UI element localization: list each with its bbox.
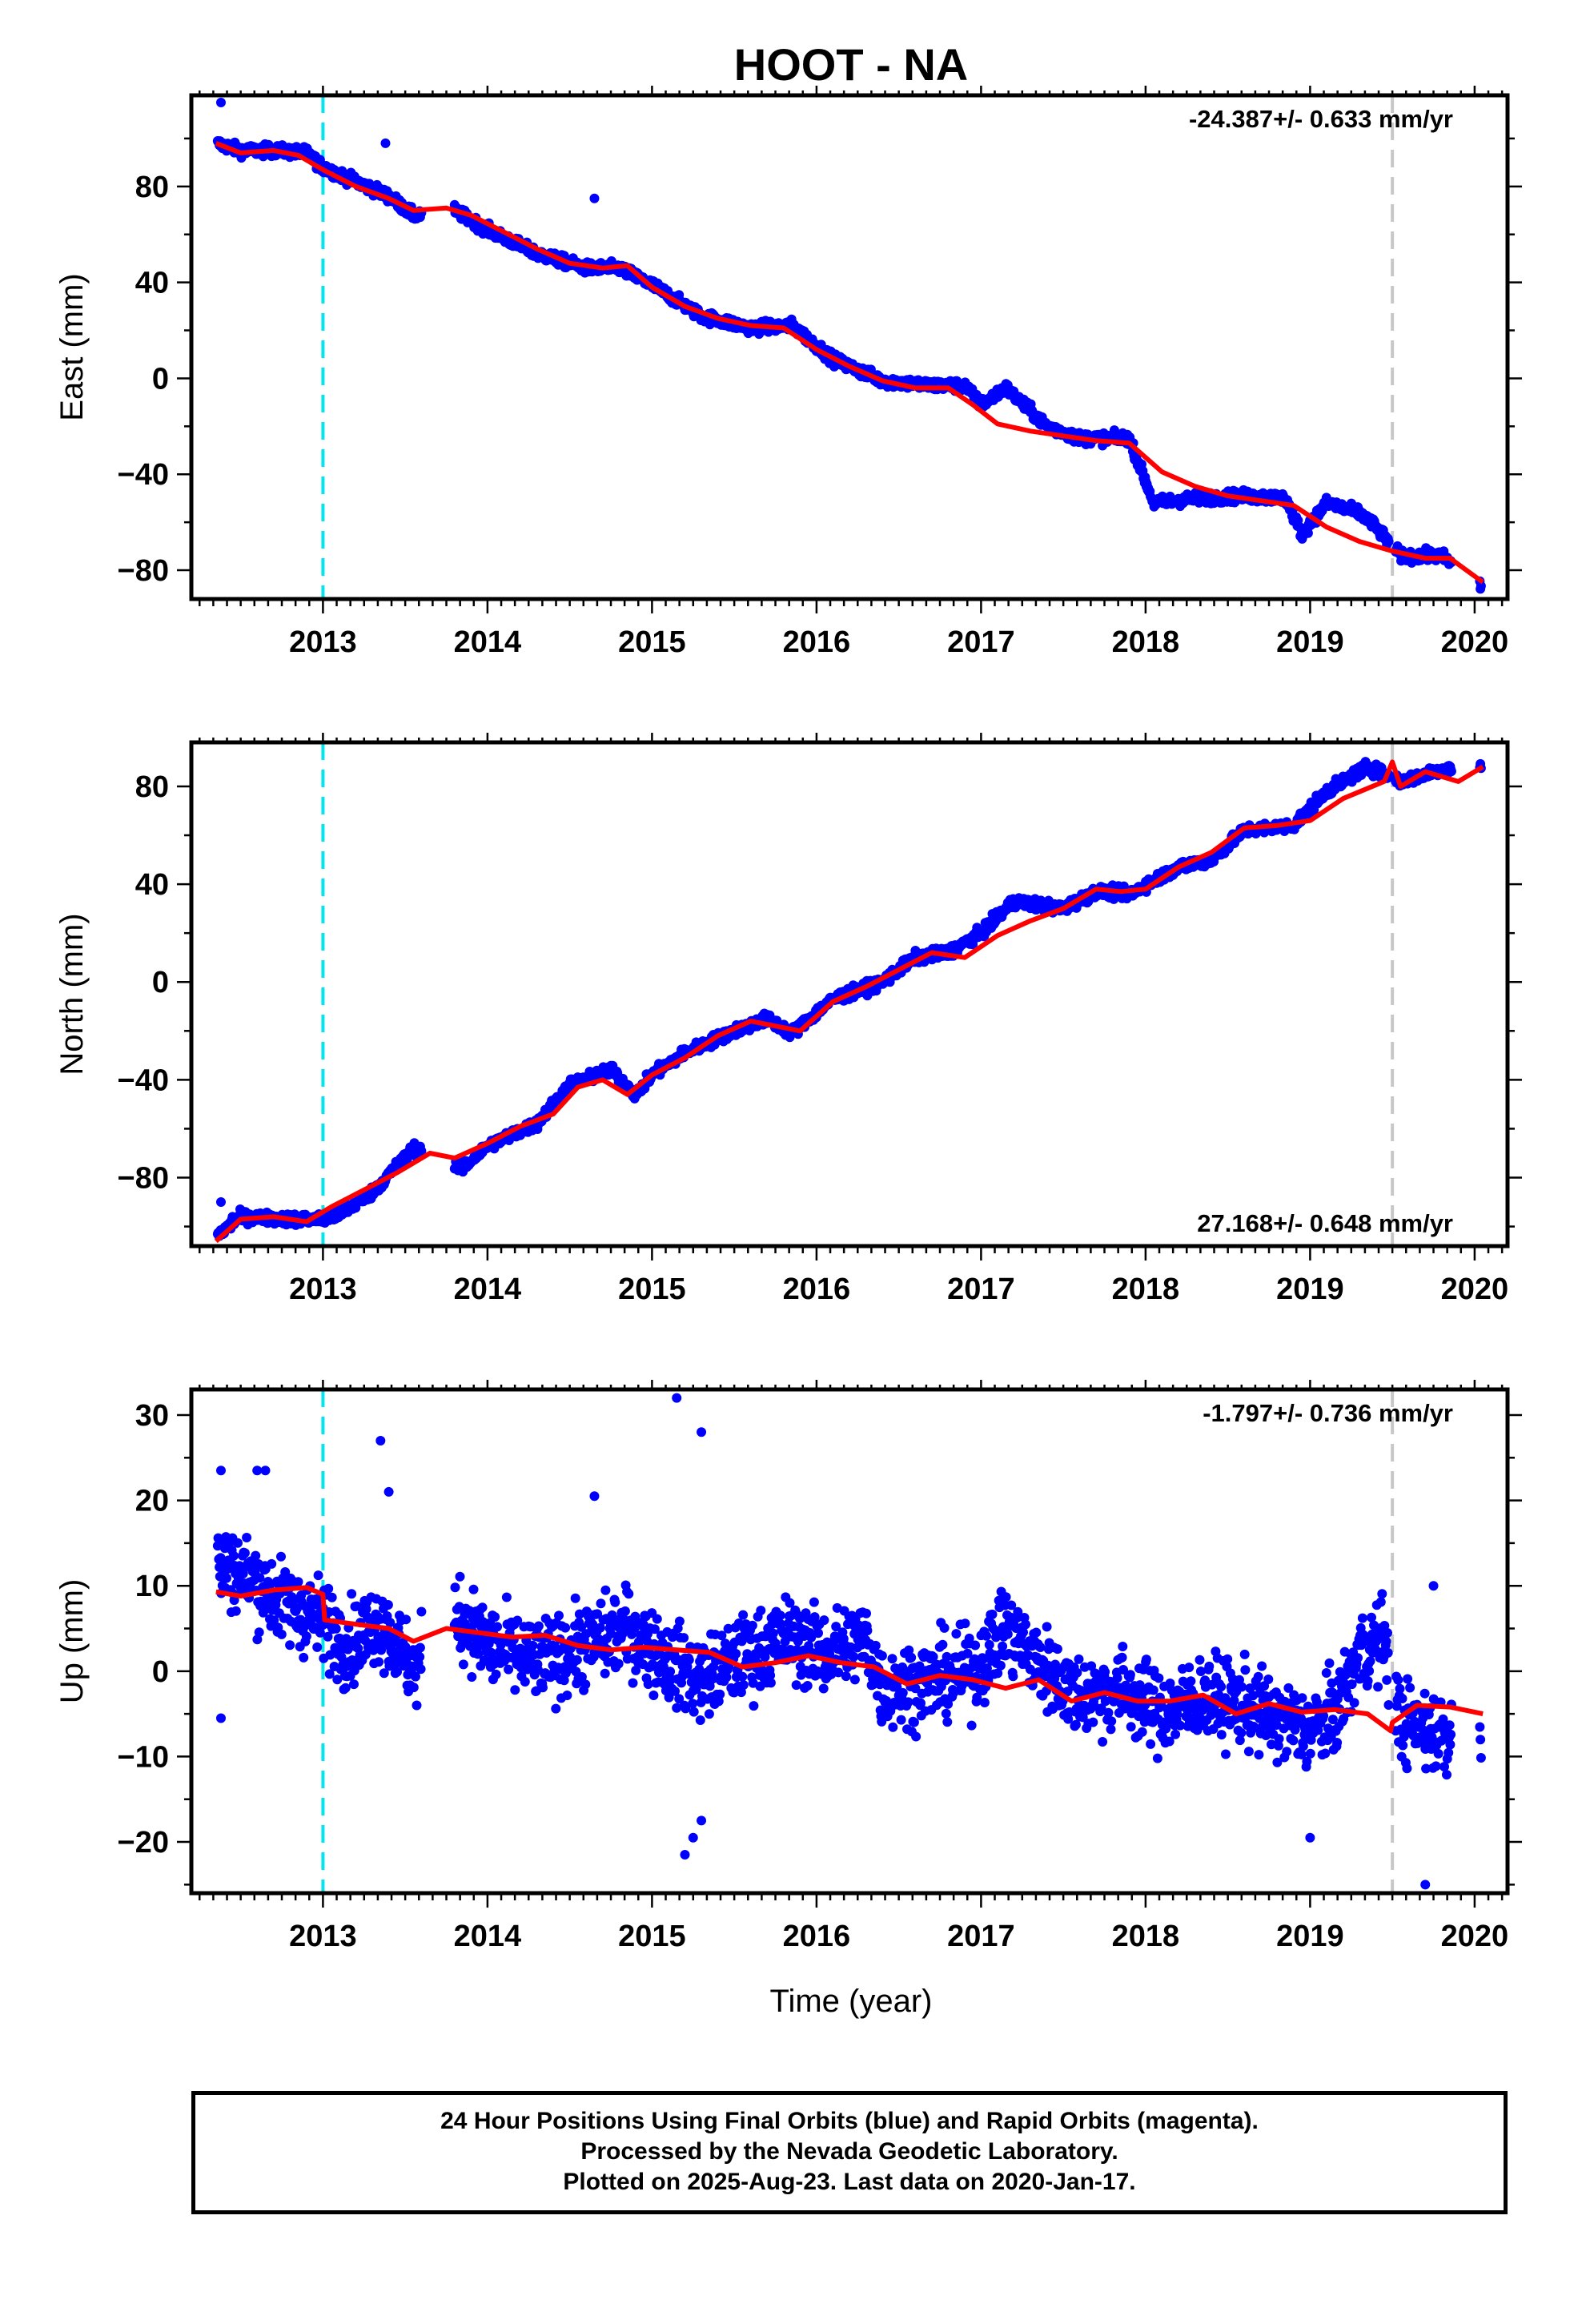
data-point: [251, 1550, 261, 1561]
y-tick-label: −40: [118, 1063, 169, 1097]
data-point: [1383, 537, 1394, 547]
data-point: [327, 1592, 337, 1602]
x-tick-label: 2020: [1441, 1273, 1509, 1306]
data-points: [212, 97, 1486, 594]
figure-title: HOOT - NA: [734, 39, 968, 90]
y-tick-label: 40: [135, 868, 169, 902]
outlier-point: [215, 97, 226, 107]
data-point: [233, 1538, 243, 1548]
y-tick-label: 40: [135, 267, 169, 300]
data-point: [299, 1652, 309, 1663]
x-tick-label: 2015: [618, 1273, 686, 1306]
x-tick-label: 2013: [289, 1920, 357, 1953]
data-point: [313, 1570, 323, 1581]
data-point: [347, 1589, 357, 1599]
y-axis-label: Up (mm): [54, 1579, 90, 1704]
velocity-label: 27.168+/- 0.648 mm/yr: [1197, 1209, 1453, 1237]
outlier-point: [589, 193, 600, 203]
x-tick-label: 2017: [947, 1920, 1015, 1953]
data-point: [301, 1631, 311, 1642]
x-tick-label: 2018: [1112, 625, 1180, 659]
y-tick-label: −10: [118, 1740, 169, 1774]
x-tick-label: 2016: [783, 1920, 851, 1953]
data-point: [349, 1679, 359, 1690]
data-point: [228, 1550, 239, 1561]
x-tick-label: 2018: [1112, 1273, 1180, 1306]
velocity-label: -24.387+/- 0.633 mm/yr: [1189, 105, 1453, 133]
data-point: [276, 1551, 286, 1562]
y-tick-label: 0: [152, 966, 169, 999]
data-point: [276, 1629, 287, 1639]
x-tick-label: 2019: [1276, 1920, 1344, 1953]
y-axis-label: East (mm): [54, 273, 90, 420]
x-tick-label: 2020: [1441, 1920, 1509, 1953]
outlier-point: [215, 1197, 226, 1208]
y-axis-label: North (mm): [54, 913, 90, 1075]
data-point: [222, 1573, 231, 1583]
x-tick-label: 2013: [289, 1273, 357, 1306]
x-tick-label: 2020: [1441, 625, 1509, 659]
y-tick-label: 10: [135, 1570, 169, 1603]
y-tick-label: 30: [135, 1399, 169, 1433]
data-point: [1303, 528, 1313, 538]
data-point: [285, 1640, 295, 1651]
data-point: [323, 1583, 334, 1594]
outlier-point: [227, 1212, 238, 1222]
data-point: [293, 1577, 303, 1587]
x-tick-label: 2013: [289, 625, 357, 659]
outlier-point: [380, 138, 391, 148]
x-tick-label: 2019: [1276, 625, 1344, 659]
x-tick-label: 2016: [783, 1273, 851, 1306]
data-points: [212, 1393, 1486, 1890]
data-point: [340, 1683, 351, 1693]
data-point: [242, 1533, 252, 1542]
y-tick-label: −20: [118, 1826, 169, 1860]
data-point: [255, 1573, 265, 1583]
data-point: [331, 1623, 341, 1634]
y-tick-label: −40: [118, 458, 169, 492]
plot-frame: [189, 93, 1510, 601]
east-panel: 2013 2014 2015 2016 2017 2018 2019 2020 −80 −40 0 4…: [54, 86, 1522, 659]
data-point: [1476, 581, 1486, 591]
x-tick-label: 2015: [618, 625, 686, 659]
up-panel: 2013 2014 2015 2016 2017 2018 2019 2020 −20 −10 0 1…: [54, 1380, 1522, 1953]
y-tick-label: −80: [118, 1162, 169, 1196]
data-point: [267, 1558, 277, 1569]
x-tick-label: 2019: [1276, 1273, 1344, 1306]
y-tick-label: −80: [118, 554, 169, 588]
data-point: [312, 1642, 323, 1652]
data-point: [231, 1606, 241, 1616]
north-panel: 2013 2014 2015 2016 2017 2018 2019 2020 −80 −40 0 4…: [54, 733, 1522, 1306]
x-tick-label: 2015: [618, 1920, 686, 1953]
x-tick-label: 2018: [1112, 1920, 1180, 1953]
data-point: [239, 1548, 250, 1558]
data-point: [254, 1627, 264, 1638]
x-tick-label: 2017: [947, 1273, 1015, 1306]
y-tick-label: 0: [152, 362, 169, 396]
x-tick-label: 2014: [454, 625, 522, 659]
y-tick-label: 80: [135, 770, 169, 804]
y-tick-label: 20: [135, 1485, 169, 1518]
y-tick-label: 80: [135, 171, 169, 204]
x-tick-label: 2014: [454, 1273, 522, 1306]
y-tick-label: 0: [152, 1655, 169, 1689]
x-tick-label: 2014: [454, 1920, 522, 1953]
x-tick-label: 2017: [947, 625, 1015, 659]
model-curve: [215, 141, 1484, 585]
data-point: [416, 1146, 427, 1156]
x-tick-label: 2016: [783, 625, 851, 659]
data-point: [1446, 766, 1456, 777]
